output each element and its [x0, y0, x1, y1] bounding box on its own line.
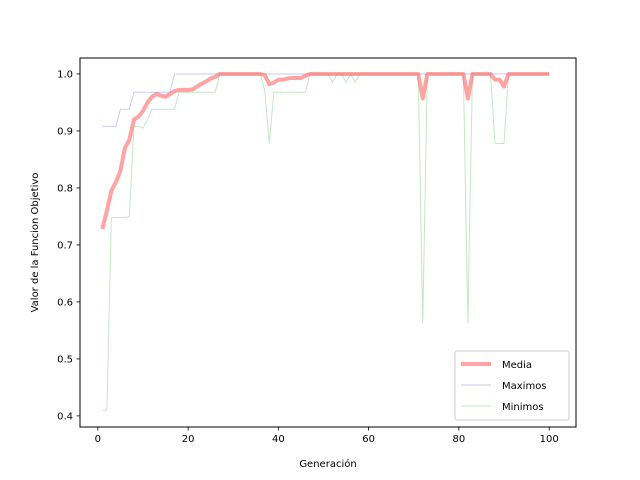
legend-label-minimos: Minimos [502, 402, 544, 413]
x-tick-label: 60 [362, 434, 375, 445]
y-tick-label: 0.6 [57, 297, 73, 308]
x-tick-label: 0 [95, 434, 101, 445]
series-line-media [100, 71, 550, 230]
plot-frame [79, 57, 577, 428]
x-axis: 0 20 40 60 80 100 [95, 427, 559, 445]
y-tick-label: 0.9 [57, 126, 73, 137]
x-axis-label: Generación [299, 458, 356, 470]
y-tick-label: 1.0 [57, 69, 73, 80]
plot-lines [100, 71, 550, 411]
x-tick-label: 80 [453, 434, 466, 445]
legend-label-media: Media [502, 360, 532, 371]
y-tick-label: 0.7 [57, 240, 73, 251]
legend: Media Maximos Minimos [454, 350, 570, 421]
x-tick-label: 40 [272, 434, 285, 445]
legend-label-maximos: Maximos [502, 381, 547, 392]
y-axis: 0.4 0.5 0.6 0.7 0.8 0.9 1.0 [57, 69, 80, 422]
y-tick-label: 0.5 [57, 354, 73, 365]
y-tick-label: 0.4 [57, 411, 73, 422]
y-tick-label: 0.8 [57, 183, 73, 194]
x-tick-label: 100 [540, 434, 559, 445]
legend-frame [454, 350, 570, 421]
y-axis-label: Valor de la Funcion Objetivo [30, 173, 41, 313]
x-tick-label: 20 [182, 434, 195, 445]
